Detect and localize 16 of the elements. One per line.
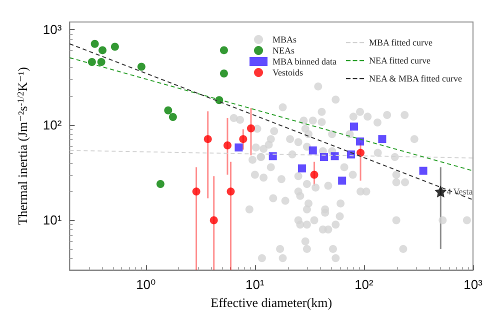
legend-label: MBAs <box>272 34 298 44</box>
y-axis-title: Thermal inertia (Jm⁻²s-1/2K⁻¹) <box>15 67 30 226</box>
x-tick-label: 10³ <box>464 277 484 292</box>
legend-label: NEA fitted curve <box>369 56 431 66</box>
legend-label: MBA fitted curve <box>369 38 433 48</box>
x-axis-title: Effective diameter(km) <box>210 295 332 310</box>
legend-label: NEA & MBA fitted curve <box>369 74 462 84</box>
legend-label: NEAs <box>272 46 296 56</box>
legend-label: Vestoids <box>272 68 304 78</box>
y-tick-label: 10² <box>42 117 62 132</box>
y-tick-label: 10³ <box>42 22 62 38</box>
y-tick-label: 10¹ <box>42 212 62 228</box>
legend-label: MBA binned data <box>272 56 337 66</box>
x-tick-label: 10¹ <box>246 277 265 292</box>
x-tick-label: 10² <box>354 277 374 292</box>
x-tick-label: 10⁰ <box>136 277 156 292</box>
